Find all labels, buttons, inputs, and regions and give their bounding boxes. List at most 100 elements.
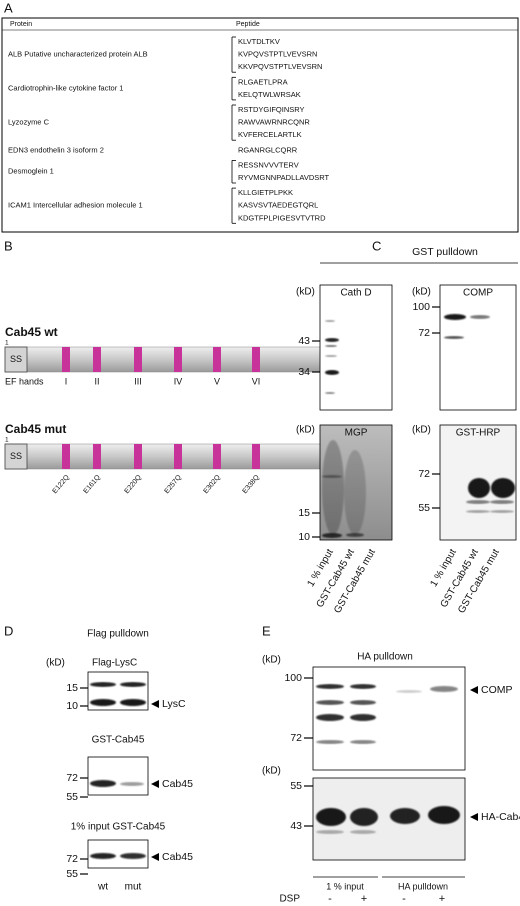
- signal-box: [4, 443, 28, 470]
- mutation: E257Q: [164, 474, 184, 496]
- band: [120, 682, 146, 687]
- residue-start: 1: [5, 340, 9, 347]
- band: [466, 500, 490, 504]
- arrow: [151, 853, 159, 861]
- band: [325, 392, 335, 394]
- condition-label: +: [439, 893, 445, 905]
- blot-title: 1% input GST-Cab45: [71, 822, 166, 833]
- band: [325, 370, 339, 375]
- band: [325, 320, 335, 322]
- ef-hand: [252, 347, 260, 372]
- band: [316, 830, 344, 834]
- unit-label: (kD): [262, 766, 281, 777]
- marker-label: 43: [298, 335, 310, 347]
- group-label: 1 % input: [326, 881, 364, 891]
- panel-label: E: [262, 623, 271, 638]
- peptide: KLLGIETPLPKK: [238, 188, 293, 197]
- peptide: KELQTWLWRSAK: [238, 90, 301, 99]
- peptide: RAWVAWRNRCQNR: [238, 118, 310, 127]
- band: [444, 336, 464, 339]
- band: [322, 440, 344, 535]
- protein-name: Cardiotrophin-like cytokine factor 1: [8, 84, 123, 93]
- signal-label: SS: [10, 354, 22, 364]
- target-label: COMP: [481, 684, 513, 696]
- blot-title: Cath D: [340, 288, 371, 299]
- ef-hand: [93, 347, 101, 372]
- protein-bar: [4, 443, 362, 470]
- ef-hand-number: V: [214, 376, 220, 386]
- signal-label: SS: [10, 451, 22, 461]
- panel-title: GST pulldown: [412, 246, 478, 258]
- mutation: E338Q: [242, 474, 262, 496]
- panel-label: B: [4, 238, 13, 253]
- band: [120, 782, 144, 786]
- band: [325, 355, 337, 357]
- band: [350, 714, 376, 721]
- band: [428, 806, 460, 824]
- mutation: E220Q: [124, 474, 144, 496]
- lane-label: mut: [125, 882, 142, 893]
- band: [468, 478, 490, 498]
- marker-label: 72: [66, 772, 78, 784]
- arrow: [151, 780, 159, 788]
- blot-title: COMP: [463, 288, 493, 299]
- target-label: Cab45: [162, 778, 193, 790]
- marker-label: 15: [298, 507, 310, 519]
- blot-title: Flag-LysC: [92, 658, 137, 669]
- ef-hand: [252, 444, 260, 469]
- marker-label: 72: [66, 853, 78, 865]
- band: [322, 533, 342, 538]
- panel-title: Flag pulldown: [87, 629, 149, 640]
- marker-label: 10: [298, 531, 310, 543]
- lane-label: wt: [97, 882, 108, 893]
- band: [90, 699, 116, 706]
- mutation: E122Q: [52, 474, 72, 496]
- band: [466, 510, 490, 513]
- marker-label: 100: [412, 301, 430, 313]
- construct-title: Cab45 mut: [5, 422, 66, 436]
- band: [490, 500, 514, 504]
- marker-label: 72: [418, 468, 430, 480]
- peptide: RESSNVVVTERV: [238, 160, 299, 169]
- arrow: [470, 813, 478, 821]
- band: [350, 740, 376, 744]
- band: [350, 808, 378, 826]
- band: [325, 338, 339, 342]
- ef-hand-number: VI: [252, 376, 261, 386]
- ef-hand: [62, 444, 70, 469]
- band: [322, 475, 342, 478]
- signal-box: [4, 346, 28, 373]
- blot-title: MGP: [345, 428, 368, 439]
- arrow: [151, 700, 159, 708]
- unit-label: (kD): [412, 425, 431, 436]
- band: [396, 690, 422, 693]
- target-label: HA-Cab45: [481, 811, 520, 823]
- panel-title: HA pulldown: [357, 652, 413, 663]
- marker-label: 55: [290, 780, 302, 792]
- band: [316, 714, 344, 721]
- group-label: HA pulldown: [398, 881, 448, 891]
- marker-label: 43: [290, 820, 302, 832]
- marker-label: 15: [66, 682, 78, 694]
- marker-label: 55: [66, 791, 78, 803]
- table-header: Peptide: [236, 21, 260, 28]
- ef-hand: [213, 444, 221, 469]
- protein-name: ICAM1 Intercellular adhesion molecule 1: [8, 201, 143, 210]
- peptide: KDGTFPLPIGESVTVTRD: [238, 213, 326, 222]
- peptide: RSTDYGIFQINSRY: [238, 105, 305, 114]
- peptide: KKVPQVSTPTLVEVSRN: [238, 62, 322, 71]
- peptide: RGANRGLCQRR: [238, 145, 298, 154]
- blot-title: GST-HRP: [456, 428, 501, 439]
- blot-title: GST-Cab45: [92, 735, 145, 746]
- peptide: KVFERCELARTLK: [238, 130, 302, 139]
- protein-name: Desmoglein 1: [8, 167, 54, 176]
- band: [390, 808, 420, 824]
- band: [444, 314, 466, 320]
- ef-hand: [93, 444, 101, 469]
- peptide: RYVMGNNPADLLAVDSRT: [238, 173, 330, 182]
- peptide: KASVSVTAEDEGTQRL: [238, 201, 318, 210]
- band: [430, 686, 458, 692]
- band: [316, 684, 344, 689]
- ef-hands-label: EF hands: [5, 376, 44, 386]
- table-frame: [1, 17, 519, 233]
